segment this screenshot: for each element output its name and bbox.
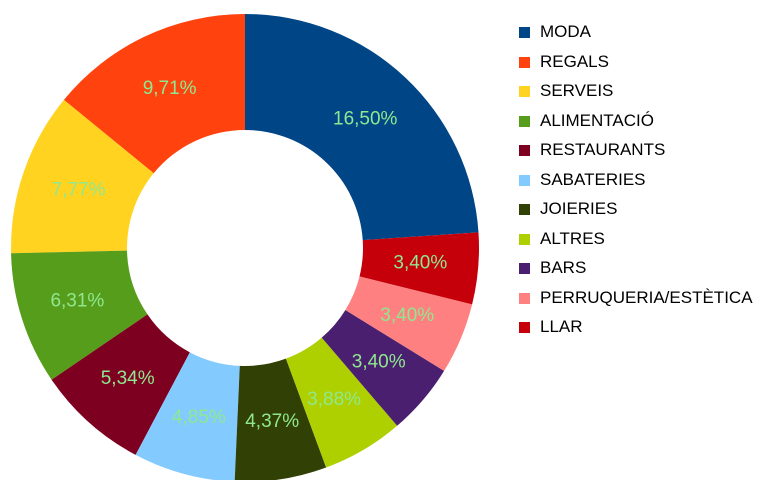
legend-label: LLAR: [540, 317, 583, 336]
donut-slice: [245, 14, 479, 241]
donut-slice: [234, 358, 327, 480]
legend-label: REGALS: [540, 51, 609, 71]
donut-slice: [359, 232, 479, 305]
donut-slice: [63, 14, 246, 174]
donut-plot: 16,50% 9,71% 7,77% 6,31% 5,34% 4,85% 4,37% 3,88…: [10, 14, 479, 480]
legend-swatch: [519, 204, 530, 215]
data-label: 7,77%: [52, 180, 106, 201]
legend: MODA REGALS SERVEIS ALIMENTACIÓ RESTAURANTS S…: [517, 21, 779, 346]
data-label: 6,31%: [50, 291, 104, 312]
legend-swatch: [519, 56, 530, 68]
legend-item: ALIMENTACIÓ: [517, 110, 779, 132]
legend-swatch: [519, 233, 530, 245]
donut-slice: [10, 99, 154, 254]
donut-slice: [51, 314, 190, 455]
legend-swatch: [519, 263, 530, 274]
data-label: 4,37%: [245, 411, 299, 432]
legend-item: PERRUQUERIA/ESTÈTICA: [517, 287, 779, 309]
legend-label: BARS: [540, 258, 587, 277]
legend-swatch: [519, 115, 530, 127]
data-label: 3,40%: [352, 351, 406, 372]
legend-label: MODA: [540, 22, 591, 41]
legend-item: LLAR: [517, 316, 779, 338]
legend-label: PERRUQUERIA/ESTÈTICA: [540, 287, 753, 307]
data-label: 3,40%: [393, 253, 447, 274]
data-label: 16,50%: [333, 108, 398, 129]
legend-label: ALIMENTACIÓ: [540, 110, 654, 130]
legend-swatch: [519, 174, 530, 186]
legend-label: RESTAURANTS: [540, 140, 666, 159]
legend-swatch: [519, 145, 530, 156]
data-label: 4,85%: [172, 407, 226, 428]
legend-item: ALTRES: [517, 228, 779, 250]
legend-swatch: [519, 27, 530, 38]
data-label: 3,40%: [380, 305, 434, 326]
legend-item: JOIERIES: [517, 198, 779, 220]
donut-slice: [285, 337, 398, 468]
legend-item: RESTAURANTS: [517, 139, 779, 161]
legend-label: SABATERIES: [540, 169, 646, 189]
data-label: 9,71%: [143, 78, 197, 99]
donut-slice: [135, 352, 240, 480]
legend-label: ALTRES: [540, 228, 605, 248]
data-label: 5,34%: [101, 368, 155, 389]
legend-swatch: [519, 322, 530, 333]
donut-slice: [345, 276, 473, 371]
legend-item: MODA: [517, 21, 779, 43]
donut-slice: [321, 309, 445, 426]
legend-item: SERVEIS: [517, 80, 779, 102]
legend-item: REGALS: [517, 51, 779, 73]
legend-swatch: [519, 86, 530, 97]
data-label: 3,88%: [307, 389, 361, 410]
legend-item: SABATERIES: [517, 169, 779, 191]
legend-item: BARS: [517, 257, 779, 279]
legend-label: SERVEIS: [540, 81, 614, 100]
donut-slice: [11, 250, 148, 380]
legend-label: JOIERIES: [540, 199, 618, 218]
legend-swatch: [519, 292, 530, 304]
